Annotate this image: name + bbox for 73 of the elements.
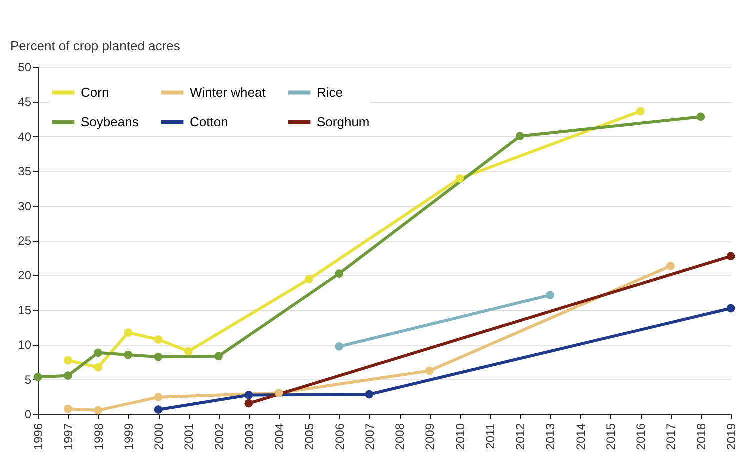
x-tick-label: 2009 bbox=[423, 423, 438, 450]
point bbox=[304, 275, 314, 284]
x-tick-label: 2013 bbox=[544, 423, 558, 450]
x-tick-label: 2014 bbox=[574, 423, 588, 450]
point bbox=[94, 363, 102, 372]
point bbox=[696, 112, 706, 122]
x-tick-label: 2003 bbox=[242, 423, 256, 450]
point bbox=[94, 406, 102, 415]
x-tick-label: 2011 bbox=[483, 423, 498, 450]
x-tick-label: 2012 bbox=[514, 423, 528, 450]
y-tick-label: 30 bbox=[18, 199, 32, 214]
point bbox=[516, 132, 524, 141]
x-tick-label: 1998 bbox=[92, 423, 106, 450]
x-tick-label: 2008 bbox=[393, 423, 408, 450]
legend-label: Winter wheat bbox=[190, 84, 266, 100]
x-tick-label: 2000 bbox=[152, 423, 166, 450]
x-tick-label: 1997 bbox=[62, 423, 76, 450]
legend-label: Rice bbox=[317, 84, 344, 100]
point bbox=[726, 304, 736, 313]
y-tick-label: 5 bbox=[24, 372, 32, 387]
point bbox=[34, 373, 42, 382]
x-tick-label: 2017 bbox=[664, 423, 678, 450]
x-tick-label: 2001 bbox=[182, 423, 196, 450]
point bbox=[636, 107, 645, 116]
legend-label: Corn bbox=[81, 84, 110, 100]
y-tick-label: 25 bbox=[18, 234, 32, 248]
point bbox=[154, 393, 163, 402]
point bbox=[244, 399, 254, 408]
x-tick-label: 2005 bbox=[302, 423, 317, 450]
point bbox=[426, 366, 434, 376]
point bbox=[154, 336, 163, 344]
point bbox=[94, 348, 102, 358]
x-tick-label: 2018 bbox=[694, 423, 708, 450]
point bbox=[154, 406, 163, 414]
point bbox=[154, 352, 163, 362]
y-tick-label: 15 bbox=[18, 303, 32, 318]
x-tick-label: 2002 bbox=[212, 423, 226, 450]
point bbox=[244, 391, 254, 400]
y-tick-label: 35 bbox=[18, 164, 32, 179]
legend-label: Cotton bbox=[190, 114, 228, 130]
y-tick-label: 0 bbox=[24, 408, 32, 422]
y-tick-label: 40 bbox=[18, 130, 32, 144]
point bbox=[726, 252, 736, 261]
y-tick-label: 50 bbox=[18, 60, 32, 74]
legend-label: Sorghum bbox=[317, 114, 370, 130]
x-tick-label: 1996 bbox=[32, 423, 46, 450]
y-tick-label: 20 bbox=[18, 268, 32, 283]
x-tick-label: 2006 bbox=[332, 423, 347, 450]
point bbox=[64, 372, 72, 380]
point bbox=[184, 347, 193, 356]
x-tick-label: 2015 bbox=[604, 423, 618, 450]
point bbox=[64, 356, 72, 365]
x-tick-label: 2007 bbox=[362, 423, 377, 450]
x-tick-label: 2010 bbox=[453, 423, 468, 450]
point bbox=[365, 390, 374, 399]
x-tick-label: 2019 bbox=[724, 423, 738, 450]
point bbox=[124, 328, 133, 337]
y-axis-title: Percent of crop planted acres bbox=[10, 38, 181, 54]
y-tick-label: 45 bbox=[18, 95, 32, 110]
point bbox=[335, 270, 344, 278]
point bbox=[214, 352, 223, 361]
point bbox=[666, 262, 675, 270]
point bbox=[124, 350, 133, 360]
y-tick-label: 10 bbox=[18, 338, 32, 352]
point bbox=[546, 291, 554, 300]
point bbox=[456, 174, 464, 183]
point bbox=[64, 404, 72, 414]
point bbox=[274, 389, 284, 398]
x-tick-label: 1999 bbox=[122, 423, 136, 450]
legend-label: Soybeans bbox=[81, 114, 140, 130]
x-tick-label: 2016 bbox=[634, 423, 648, 450]
point bbox=[335, 342, 344, 351]
x-tick-label: 2004 bbox=[272, 423, 287, 450]
